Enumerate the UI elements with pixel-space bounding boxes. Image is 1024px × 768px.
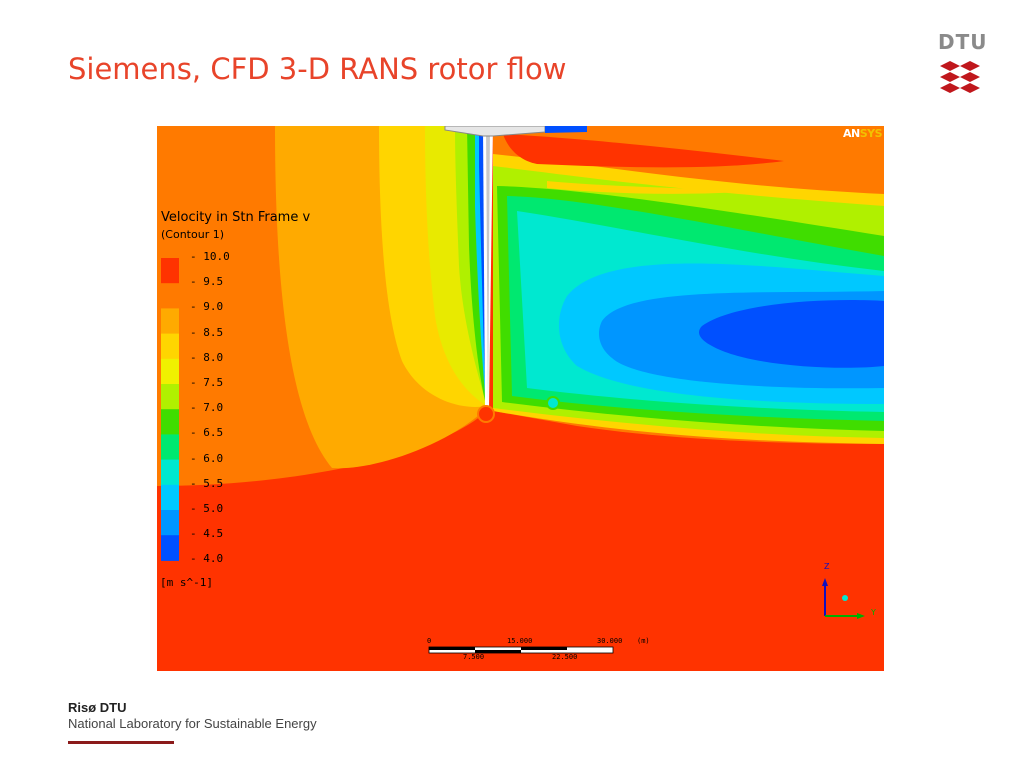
legend-tick-label: - 9.5 — [190, 275, 224, 289]
legend-tick-label: - 5.0 — [190, 502, 224, 515]
scale-label-unit: (m) — [637, 637, 650, 645]
scale-bar — [428, 646, 614, 654]
legend-tick-label: - 7.0 — [190, 401, 224, 415]
dtu-waves-icon — [940, 61, 980, 93]
legend-swatch — [161, 434, 179, 461]
legend-tick-label: - 10.0 — [190, 250, 230, 263]
dtu-logo: DTU — [938, 30, 988, 94]
legend-tick-label: - 8.5 — [190, 325, 224, 339]
legend-tick-label: - 6.0 — [190, 451, 224, 465]
legend-tick-label: - 7.5 — [190, 376, 224, 389]
legend-swatch — [161, 308, 179, 335]
legend-swatch — [161, 459, 179, 486]
slide-title: Siemens, CFD 3-D RANS rotor flow — [68, 52, 567, 86]
legend-tick-label: - 5.5 — [190, 476, 224, 490]
legend-tick-label: - 4.0 — [190, 552, 224, 566]
cfd-contour-plot: ANSYS Velocity in Stn Frame v (Contour 1… — [157, 126, 884, 671]
legend-tick-label: - 6.5 — [190, 426, 224, 440]
dtu-logo-text: DTU — [938, 30, 988, 54]
legend-swatch — [161, 384, 179, 410]
legend-swatch — [161, 535, 179, 561]
footer-laboratory: National Laboratory for Sustainable Ener… — [68, 716, 317, 731]
contour-field — [157, 126, 884, 671]
legend-title: Velocity in Stn Frame v — [161, 210, 311, 225]
legend-swatch — [161, 258, 179, 284]
legend-subtitle: (Contour 1) — [161, 228, 224, 241]
axis-y-label: Y — [871, 608, 876, 617]
legend-swatch — [161, 409, 179, 435]
scale-label-7-5: 7.500 — [463, 653, 485, 661]
legend-swatch — [161, 358, 179, 385]
scale-label-30: 30.000 — [597, 637, 623, 645]
scale-label-15: 15.000 — [507, 637, 533, 645]
scale-label-0: 0 — [427, 637, 432, 645]
legend-tick-label: - 9.0 — [190, 300, 224, 314]
watermark-suffix: SYS — [859, 127, 883, 140]
scale-label-22-5: 22.500 — [552, 653, 578, 661]
footer-accent-bar — [68, 741, 174, 744]
legend-tick-label: - 8.0 — [190, 350, 224, 364]
legend-swatch — [161, 333, 179, 360]
watermark-prefix: AN — [842, 127, 860, 140]
axis-triad-icon — [822, 578, 865, 619]
ansys-watermark: ANSYS — [842, 127, 883, 140]
legend-tick-label: - 4.5 — [190, 527, 224, 541]
legend-colorbar — [161, 258, 179, 561]
legend-swatch — [161, 510, 179, 536]
footer-organization: Risø DTU — [68, 700, 127, 715]
axis-z-label: Z — [824, 562, 830, 571]
legend-swatch — [161, 484, 179, 511]
legend-unit: [m s^-1] — [160, 576, 213, 589]
legend-swatch — [161, 283, 179, 309]
